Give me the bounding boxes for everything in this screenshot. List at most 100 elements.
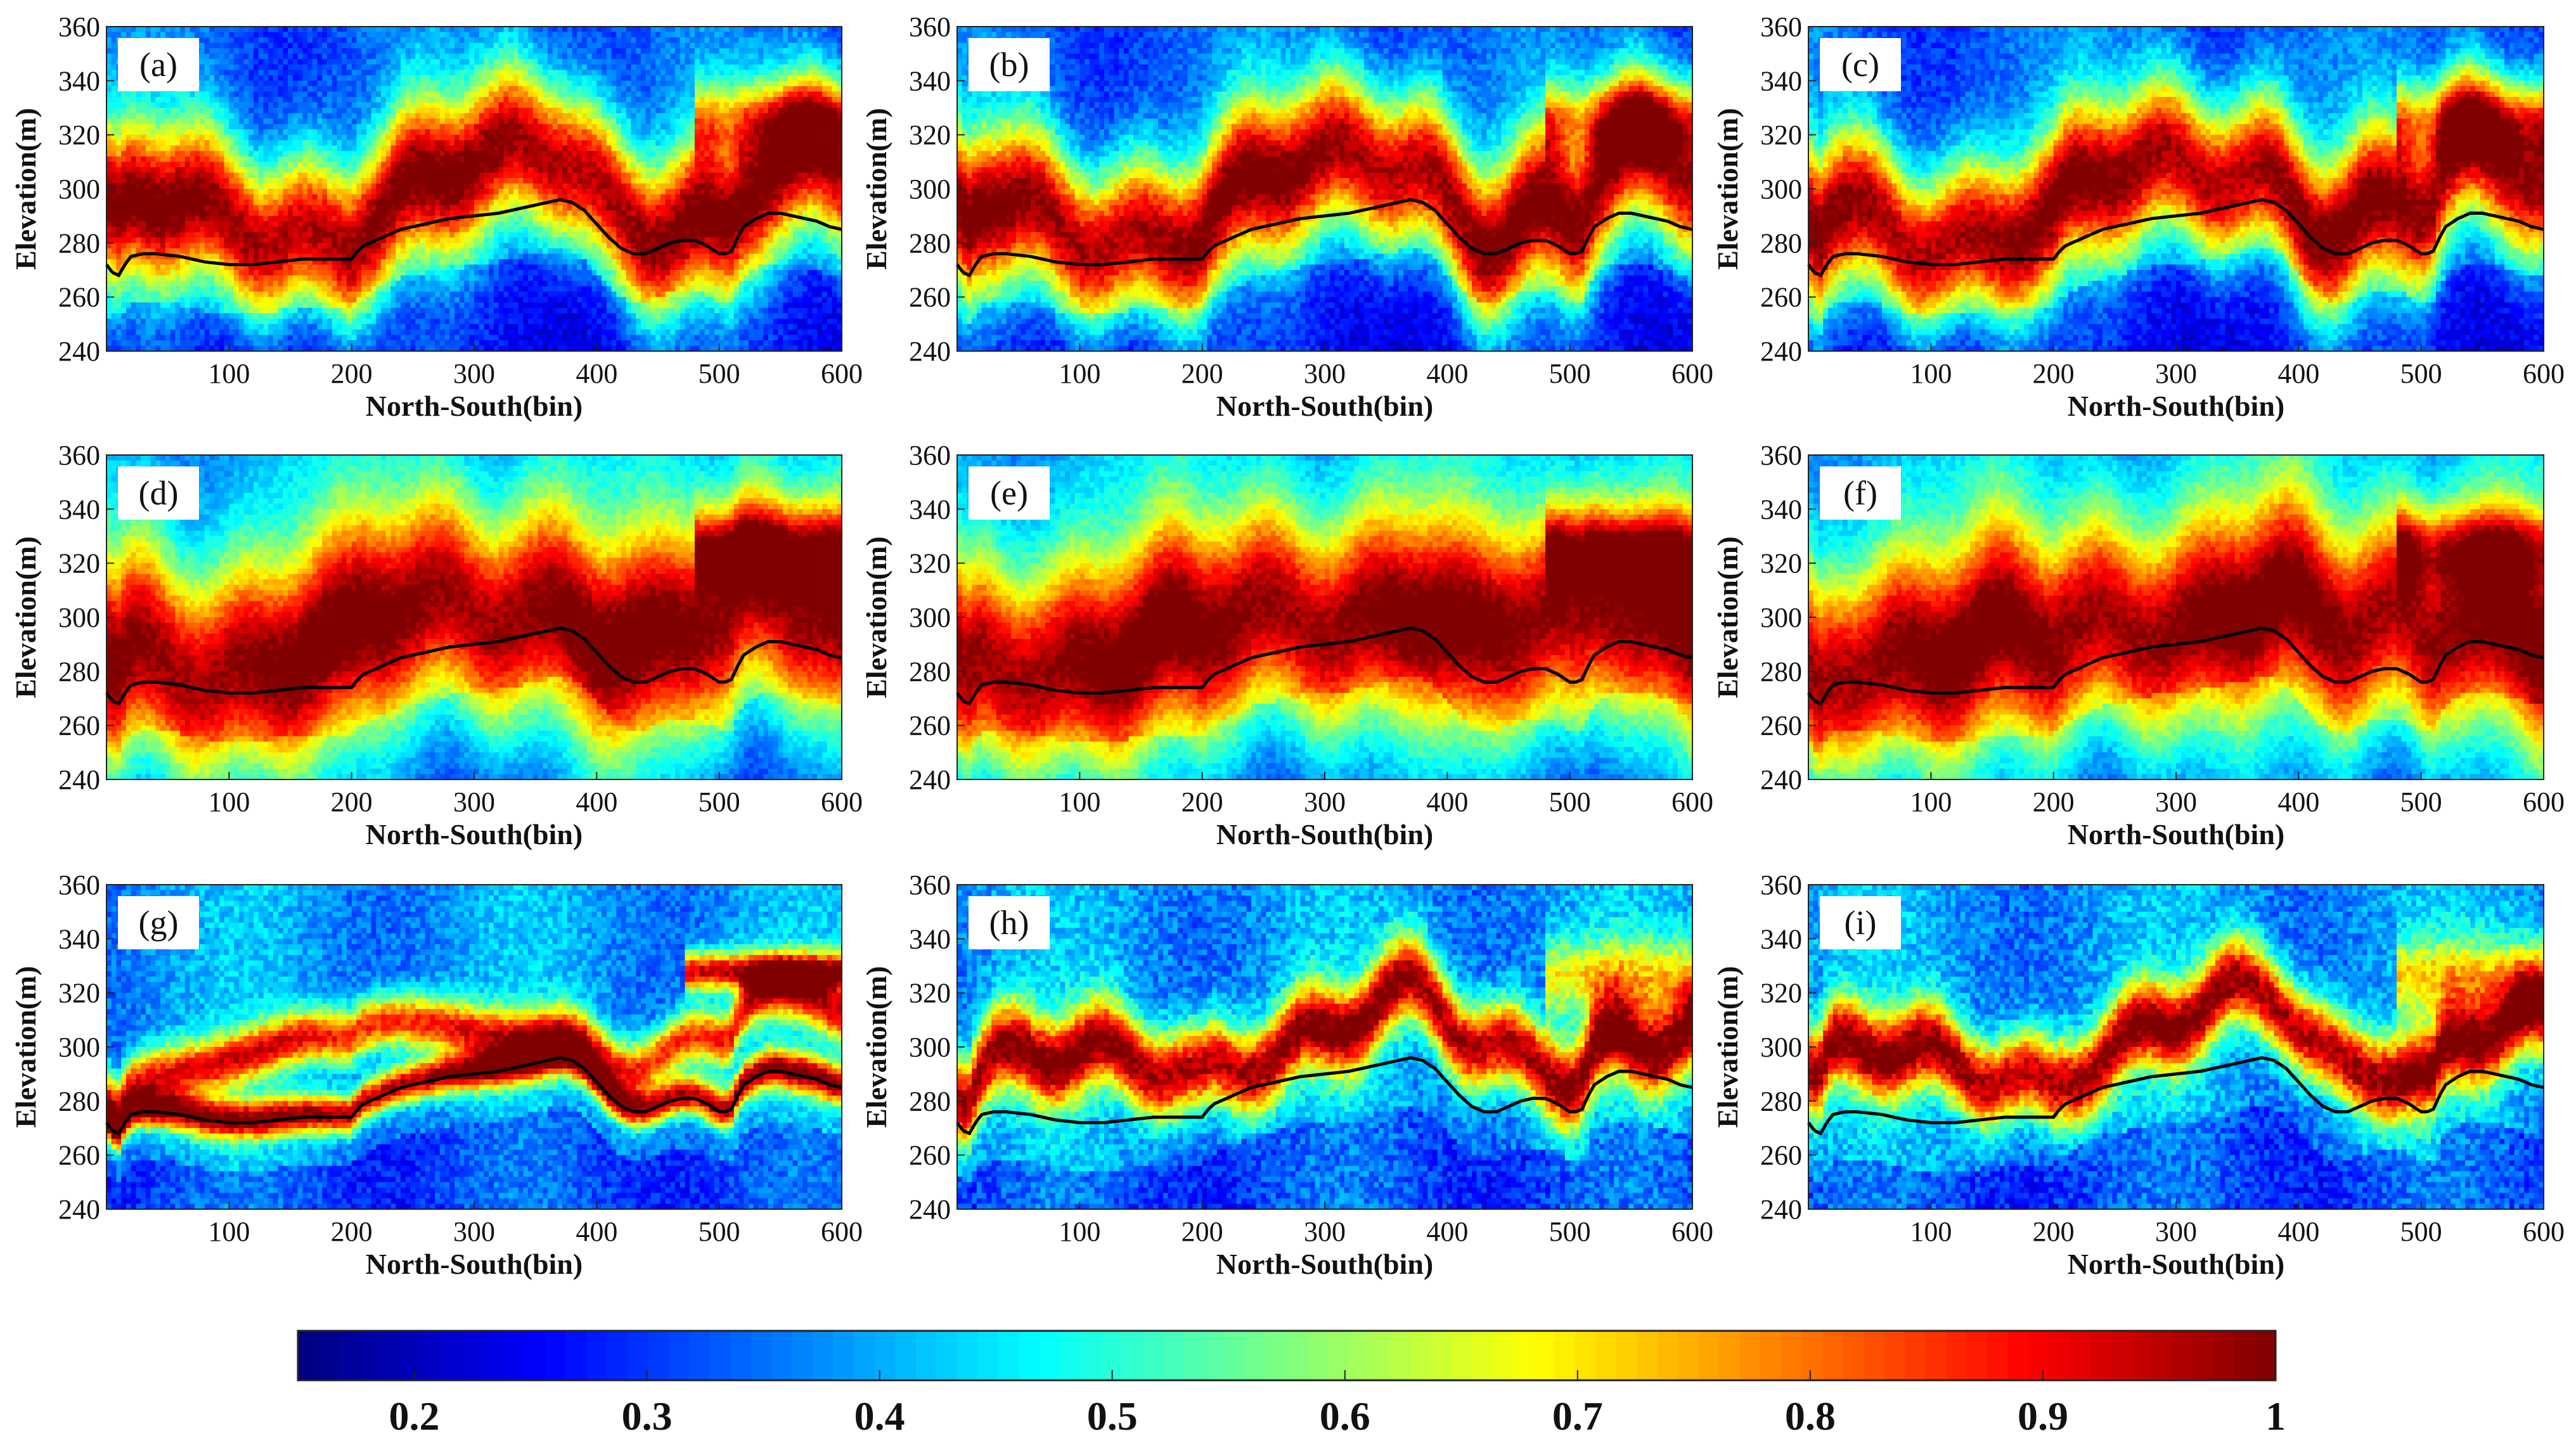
- heatmap-cell: [131, 232, 136, 238]
- heatmap-cell: [200, 302, 205, 308]
- heatmap-cell: [165, 243, 171, 248]
- heatmap-cell: [121, 151, 126, 157]
- heatmap-cell: [195, 129, 200, 135]
- heatmap-cell: [151, 302, 156, 308]
- heatmap-cell: [175, 102, 180, 108]
- heatmap-cell: [146, 281, 151, 286]
- heatmap-cell: [175, 172, 180, 178]
- heatmap-cell: [146, 259, 151, 265]
- heatmap-cell: [205, 54, 210, 60]
- heatmap-cell: [190, 157, 195, 162]
- heatmap-cell: [185, 302, 190, 308]
- heatmap-cell: [160, 195, 165, 200]
- heatmap-cell: [121, 146, 126, 151]
- heatmap-cell: [180, 297, 185, 303]
- heatmap-cell: [190, 232, 195, 238]
- heatmap-cell: [136, 27, 141, 32]
- heatmap-cell: [175, 216, 180, 222]
- heatmap-cell: [126, 313, 131, 319]
- heatmap-cell: [141, 140, 146, 146]
- heatmap-cell: [121, 286, 126, 292]
- heatmap-cell: [131, 146, 136, 151]
- heatmap-cell: [180, 195, 185, 200]
- heatmap-cell: [131, 140, 136, 146]
- heatmap-cell: [185, 102, 190, 108]
- heatmap-cell: [205, 238, 210, 243]
- heatmap-cell: [175, 319, 180, 324]
- heatmap-cell: [112, 146, 117, 151]
- heatmap-cell: [209, 172, 214, 178]
- heatmap-cell: [146, 157, 151, 162]
- heatmap-cell: [165, 157, 171, 162]
- heatmap-cell: [141, 232, 146, 238]
- heatmap-cell: [214, 162, 219, 167]
- heatmap-cell: [106, 189, 112, 195]
- heatmap-cell: [126, 330, 131, 335]
- heatmap-cell: [160, 135, 165, 141]
- heatmap-cell: [165, 340, 171, 346]
- heatmap-cell: [165, 276, 171, 281]
- heatmap-cell: [205, 59, 210, 65]
- heatmap-cell: [175, 135, 180, 141]
- heatmap-cell: [171, 97, 176, 103]
- heatmap-cell: [171, 292, 176, 297]
- heatmap-cell: [180, 264, 185, 270]
- heatmap-cell: [214, 124, 219, 130]
- heatmap-cell: [205, 32, 210, 38]
- heatmap-cell: [195, 135, 200, 141]
- heatmap-cell: [214, 281, 219, 286]
- heatmap-cell: [121, 297, 126, 303]
- heatmap-cell: [185, 27, 190, 32]
- heatmap-cell: [209, 292, 214, 297]
- heatmap-cell: [146, 129, 151, 135]
- heatmap-cell: [106, 59, 112, 65]
- heatmap-cell: [205, 124, 210, 130]
- heatmap-cell: [131, 297, 136, 303]
- heatmap-cell: [151, 200, 156, 205]
- heatmap-cell: [160, 167, 165, 173]
- heatmap-cell: [136, 297, 141, 303]
- heatmap-cell: [195, 248, 200, 254]
- heatmap-cell: [106, 135, 112, 141]
- heatmap-cell: [116, 232, 121, 238]
- heatmap-cell: [141, 124, 146, 130]
- heatmap-cell: [121, 205, 126, 211]
- heatmap-cell: [209, 270, 214, 276]
- heatmap-cell: [214, 183, 219, 189]
- heatmap-cell: [185, 313, 190, 319]
- heatmap-cell: [209, 281, 214, 286]
- heatmap-cell: [205, 167, 210, 173]
- heatmap-cell: [205, 270, 210, 276]
- heatmap-cell: [200, 264, 205, 270]
- heatmap-cell: [121, 162, 126, 167]
- heatmap-cell: [180, 32, 185, 38]
- heatmap-cell: [205, 330, 210, 335]
- heatmap-cell: [106, 205, 112, 211]
- heatmap-cell: [171, 157, 176, 162]
- heatmap-cell: [175, 151, 180, 157]
- heatmap-cell: [151, 330, 156, 335]
- heatmap-cell: [195, 151, 200, 157]
- heatmap-cell: [185, 113, 190, 119]
- heatmap-cell: [116, 221, 121, 227]
- heatmap-cell: [190, 248, 195, 254]
- heatmap-cell: [131, 227, 136, 233]
- panel-grid: (a)240260280300320340360100 200 300 400 500 6…: [10, 11, 2565, 1280]
- heatmap-cell: [126, 183, 131, 189]
- heatmap-cell: [205, 178, 210, 184]
- heatmap-cell: [141, 335, 146, 340]
- heatmap-cell: [200, 124, 205, 130]
- heatmap-cell: [195, 205, 200, 211]
- heatmap-cell: [205, 70, 210, 75]
- heatmap-cell: [121, 124, 126, 130]
- heatmap-cell: [131, 313, 136, 319]
- heatmap-cells: [106, 27, 842, 352]
- heatmap-cell: [160, 302, 165, 308]
- heatmap-cell: [116, 140, 121, 146]
- heatmap-cell: [209, 324, 214, 330]
- heatmap-cell: [126, 178, 131, 184]
- heatmap-cell: [171, 319, 176, 324]
- heatmap-cell: [116, 216, 121, 222]
- heatmap-cell: [155, 302, 160, 308]
- heatmap-cell: [214, 91, 219, 97]
